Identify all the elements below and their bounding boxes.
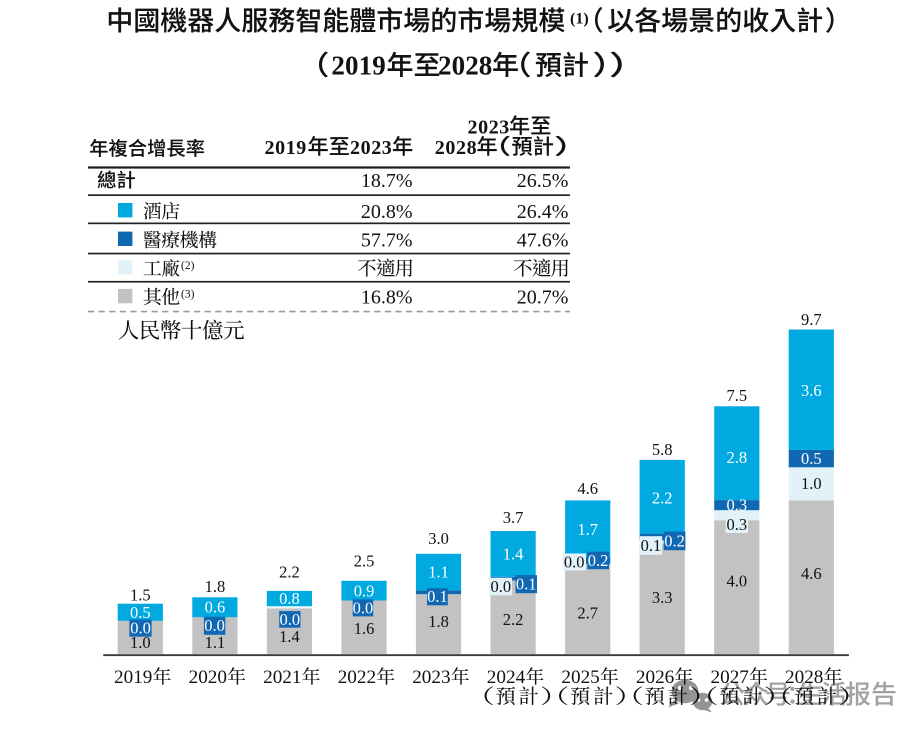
svg-text:3.7: 3.7 — [503, 508, 524, 527]
svg-text:0.9: 0.9 — [354, 582, 375, 601]
svg-text:2024: 2024 — [487, 667, 526, 688]
svg-text:0.5: 0.5 — [801, 449, 822, 468]
svg-text:0.3: 0.3 — [726, 515, 747, 534]
svg-text:2021: 2021 — [263, 667, 301, 688]
svg-text:9.7: 9.7 — [801, 310, 822, 329]
svg-text:2.2: 2.2 — [652, 489, 673, 508]
svg-text:20.7%: 20.7% — [517, 287, 569, 309]
svg-text:4.6: 4.6 — [801, 564, 822, 583]
svg-text:0.2: 0.2 — [664, 531, 685, 550]
svg-text:2023: 2023 — [412, 667, 450, 688]
svg-text:2.5: 2.5 — [354, 551, 375, 570]
svg-text:0.5: 0.5 — [130, 603, 151, 622]
svg-text:(3): (3) — [181, 289, 195, 301]
svg-text:5.8: 5.8 — [652, 440, 673, 459]
svg-text:0.0: 0.0 — [490, 577, 511, 596]
svg-text:2019: 2019 — [265, 137, 307, 159]
svg-text:2023: 2023 — [468, 116, 510, 138]
svg-text:57.7%: 57.7% — [361, 230, 413, 252]
svg-text:26.5%: 26.5% — [517, 170, 569, 192]
svg-text:2.2: 2.2 — [279, 562, 300, 581]
svg-text:1.5: 1.5 — [130, 586, 151, 605]
svg-text:1.1: 1.1 — [205, 633, 226, 652]
svg-text:2.2: 2.2 — [503, 610, 524, 629]
svg-text:1.6: 1.6 — [354, 619, 375, 638]
svg-text:(1): (1) — [570, 11, 589, 28]
svg-text:1.4: 1.4 — [503, 545, 524, 564]
svg-text:1.7: 1.7 — [577, 520, 598, 539]
svg-text:3.6: 3.6 — [801, 381, 822, 400]
svg-text:0.2: 0.2 — [588, 551, 609, 570]
svg-text:3.3: 3.3 — [652, 588, 673, 607]
svg-text:1.8: 1.8 — [428, 612, 449, 631]
svg-text:20.8%: 20.8% — [361, 201, 413, 223]
svg-text:0.3: 0.3 — [726, 495, 747, 514]
svg-text:1.0: 1.0 — [801, 474, 822, 493]
svg-text:3.0: 3.0 — [428, 529, 449, 548]
svg-text:0.0: 0.0 — [130, 619, 151, 638]
svg-text:2023: 2023 — [350, 137, 392, 159]
svg-text:1.4: 1.4 — [279, 627, 300, 646]
svg-text:0.0: 0.0 — [564, 552, 585, 571]
svg-text:2020: 2020 — [189, 667, 227, 688]
svg-text:1.8: 1.8 — [205, 577, 226, 596]
svg-text:0.8: 0.8 — [279, 589, 300, 608]
svg-text:(2): (2) — [181, 260, 195, 272]
svg-text:2.8: 2.8 — [726, 448, 747, 467]
svg-text:0.1: 0.1 — [641, 536, 662, 555]
svg-text:16.8%: 16.8% — [361, 287, 413, 309]
svg-text:0.1: 0.1 — [516, 575, 537, 594]
svg-text:2019: 2019 — [114, 667, 152, 688]
svg-text:18.7%: 18.7% — [361, 170, 413, 192]
svg-text:2019: 2019 — [331, 51, 385, 81]
svg-text:2.7: 2.7 — [577, 604, 598, 623]
svg-text:2028: 2028 — [785, 667, 823, 688]
svg-text:2028: 2028 — [438, 51, 492, 81]
svg-text:0.0: 0.0 — [353, 598, 374, 617]
svg-text:4.0: 4.0 — [726, 572, 747, 591]
svg-text:2028: 2028 — [435, 137, 477, 159]
svg-text:2025: 2025 — [561, 667, 599, 688]
svg-text:0.6: 0.6 — [205, 598, 226, 617]
svg-text:47.6%: 47.6% — [517, 230, 569, 252]
svg-text:2027: 2027 — [711, 667, 750, 688]
svg-text:1.0: 1.0 — [130, 633, 151, 652]
svg-text:2026: 2026 — [636, 667, 675, 688]
svg-text:0.1: 0.1 — [427, 587, 448, 606]
svg-text:2022: 2022 — [338, 667, 376, 688]
svg-text:4.6: 4.6 — [577, 479, 598, 498]
svg-text:0.0: 0.0 — [279, 610, 300, 629]
svg-text:7.5: 7.5 — [726, 386, 747, 405]
svg-text:0.0: 0.0 — [204, 616, 225, 635]
svg-text:1.1: 1.1 — [428, 563, 449, 582]
svg-text:26.4%: 26.4% — [517, 201, 569, 223]
